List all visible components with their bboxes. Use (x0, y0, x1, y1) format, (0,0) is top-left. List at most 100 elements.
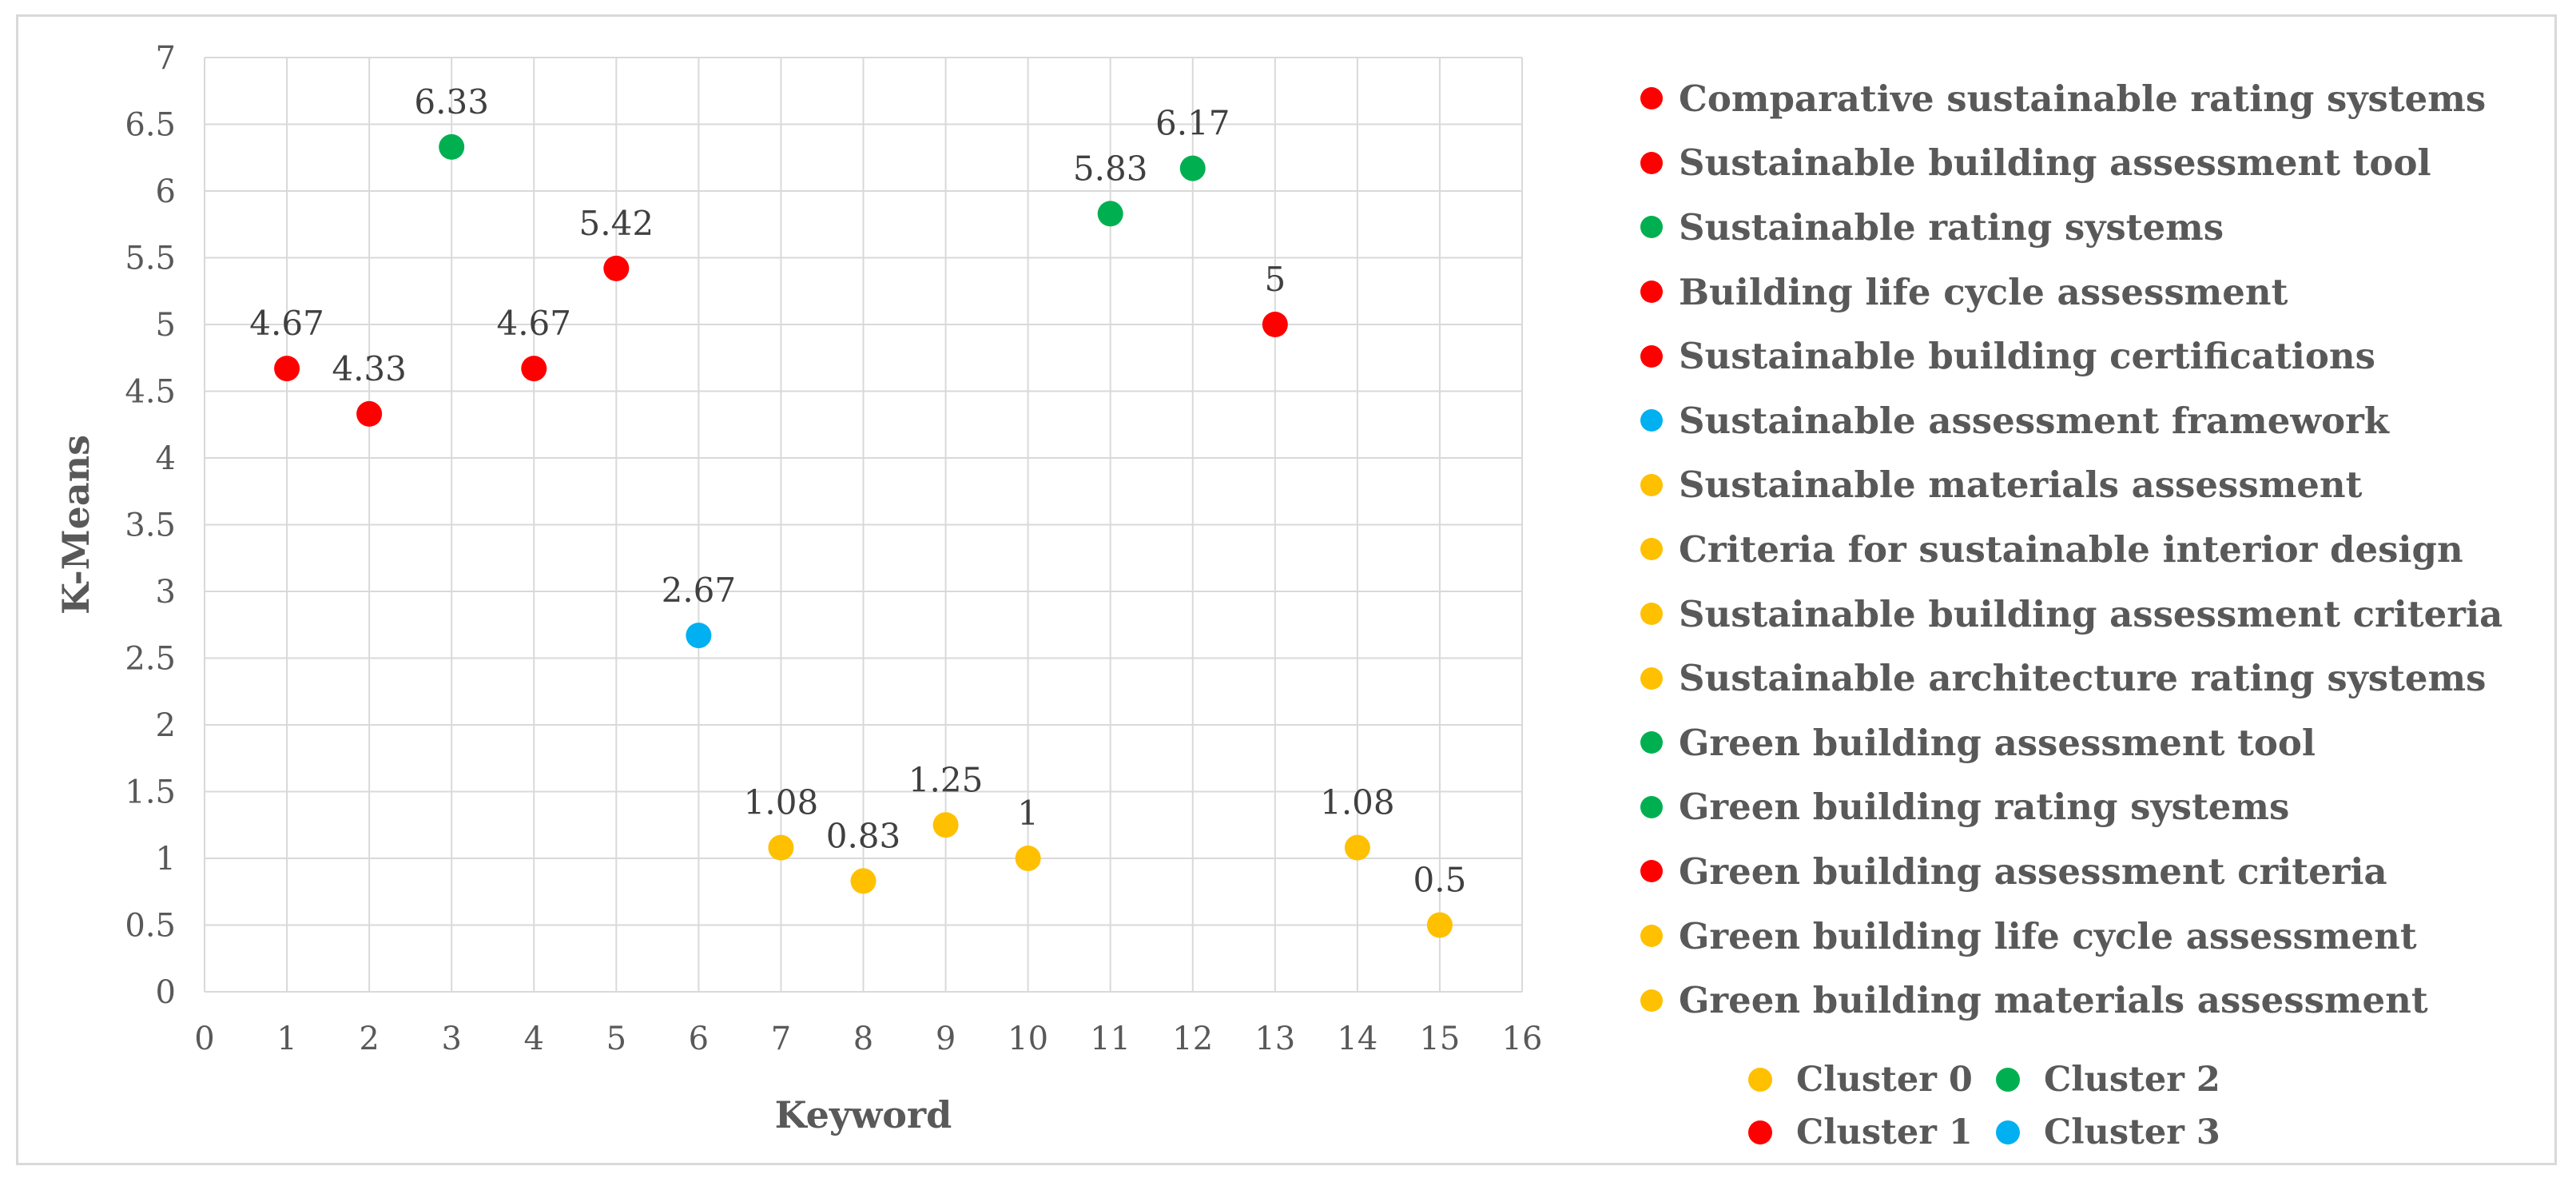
legend-item: Green building materials assessment (1640, 968, 2502, 1033)
legend-marker (1640, 281, 1663, 304)
data-label: 1.08 (1320, 783, 1395, 822)
cluster-label: Cluster 3 (2044, 1112, 2220, 1152)
data-point (768, 834, 794, 861)
x-axis-title: Keyword (775, 1093, 952, 1136)
legend-item: Criteria for sustainable interior design (1640, 517, 2502, 582)
data-label: 4.33 (332, 349, 407, 388)
cluster-legend-item: Cluster 1 (1748, 1112, 1996, 1152)
legend-label: Green building materials assessment (1679, 979, 2428, 1022)
legend-item: Sustainable rating systems (1640, 195, 2502, 260)
cluster-marker (1996, 1120, 2020, 1144)
legend-item: Green building life cycle assessment (1640, 904, 2502, 969)
y-tick-label: 6 (156, 173, 176, 210)
legend-marker (1640, 151, 1663, 174)
y-tick-label: 3 (156, 574, 176, 611)
y-tick-label: 7 (156, 40, 176, 77)
y-axis-title: K-Means (54, 435, 97, 615)
data-label: 6.33 (414, 82, 489, 121)
data-point (603, 255, 630, 281)
x-tick-label: 15 (1419, 1021, 1460, 1057)
legend-item: Sustainable building assessment criteria (1640, 582, 2502, 647)
cluster-marker (1748, 1068, 1772, 1092)
legend-item: Green building assessment tool (1640, 710, 2502, 775)
legend-marker (1640, 409, 1663, 432)
x-tick-label: 0 (194, 1021, 214, 1057)
legend-item: Sustainable assessment framework (1640, 388, 2502, 453)
legend-item: Sustainable materials assessment (1640, 453, 2502, 518)
legend-label: Green building assessment tool (1679, 721, 2316, 764)
legend-label: Sustainable architecture rating systems (1679, 657, 2487, 700)
data-point (1179, 155, 1206, 181)
legend-marker (1640, 860, 1663, 883)
y-tick-label: 2.5 (125, 641, 176, 678)
x-tick-label: 13 (1254, 1021, 1295, 1057)
y-tick-label: 5.5 (125, 241, 176, 277)
data-label: 0.5 (1413, 861, 1467, 900)
x-tick-label: 11 (1090, 1021, 1131, 1057)
data-point (1262, 312, 1288, 337)
y-tick-label: 3.5 (125, 507, 176, 544)
x-tick-label: 2 (359, 1021, 379, 1057)
data-label: 2.67 (662, 571, 737, 610)
x-tick-label: 9 (936, 1021, 956, 1057)
legend-label: Green building assessment criteria (1679, 850, 2387, 893)
y-tick-label: 0.5 (125, 908, 176, 945)
y-tick-label: 1 (156, 841, 176, 878)
legend-marker (1640, 795, 1663, 818)
cluster-label: Cluster 2 (2044, 1060, 2220, 1100)
legend-marker (1640, 989, 1663, 1012)
legend-label: Sustainable assessment framework (1679, 399, 2389, 442)
data-label: 1.25 (908, 760, 984, 799)
cluster-marker (1748, 1120, 1772, 1144)
legend-marker (1640, 603, 1663, 626)
legend-marker (1640, 473, 1663, 496)
data-label: 5 (1264, 260, 1286, 299)
legend-marker (1640, 667, 1663, 690)
data-label: 1.08 (744, 783, 819, 822)
data-label: 5.42 (579, 204, 654, 243)
data-label: 4.67 (496, 304, 571, 343)
data-point (439, 133, 465, 160)
x-tick-label: 14 (1337, 1021, 1377, 1057)
legend-marker (1640, 538, 1663, 561)
data-point (686, 623, 712, 649)
legend-item: Sustainable architecture rating systems (1640, 646, 2502, 710)
chart-frame: 0 0.5 1 1.5 2 2.5 3 3.5 4 4.5 5 5.5 6 6.5 7 0 1 2 3 4 5 6 7 8 9 1… (16, 14, 2557, 1165)
legend-item: Sustainable building assessment tool (1640, 131, 2502, 196)
x-tick-label: 7 (771, 1021, 791, 1057)
legend-marker (1640, 216, 1663, 239)
legend-label: Sustainable building assessment tool (1679, 141, 2431, 185)
data-point (1344, 834, 1370, 861)
legend-item: Green building rating systems (1640, 775, 2502, 840)
legend-label: Green building life cycle assessment (1679, 914, 2417, 957)
cluster-legend-item: Cluster 3 (1996, 1112, 2260, 1152)
legend-marker (1640, 731, 1663, 754)
y-tick-label: 4.5 (125, 374, 176, 411)
data-point (1097, 201, 1123, 227)
data-label: 5.83 (1073, 149, 1148, 188)
legend-marker (1640, 87, 1663, 110)
x-tick-label: 1 (276, 1021, 296, 1057)
cluster-marker (1996, 1068, 2020, 1092)
legend-label: Comparative sustainable rating systems (1679, 77, 2487, 120)
x-tick-label: 8 (853, 1021, 873, 1057)
y-tick-label: 0 (156, 974, 176, 1011)
legend-item: Comparative sustainable rating systems (1640, 66, 2502, 131)
keyword-legend: Comparative sustainable rating systems Su… (1640, 66, 2502, 1033)
y-tick-label: 6.5 (125, 107, 176, 144)
data-label: 1 (1017, 794, 1039, 833)
x-tick-label: 10 (1008, 1021, 1048, 1057)
scatter-plot: 00.511.522.533.544.555.566.570 1 2 3 4 5 6 7 8 9 1… (54, 40, 1542, 1136)
cluster-legend-item: Cluster 0 (1748, 1060, 1996, 1100)
legend-item: Sustainable building certifications (1640, 324, 2502, 388)
data-point (1426, 912, 1453, 938)
y-tick-label: 4 (156, 440, 176, 477)
x-tick-label: 3 (441, 1021, 461, 1057)
legend-label: Criteria for sustainable interior design (1679, 527, 2463, 571)
cluster-label: Cluster 0 (1796, 1060, 1973, 1100)
legend-item: Building life cycle assessment (1640, 260, 2502, 324)
data-label: 6.17 (1155, 104, 1230, 143)
y-tick-label: 5 (156, 307, 176, 344)
legend-label: Sustainable building certifications (1679, 335, 2375, 378)
legend-label: Sustainable building assessment criteria (1679, 592, 2503, 635)
